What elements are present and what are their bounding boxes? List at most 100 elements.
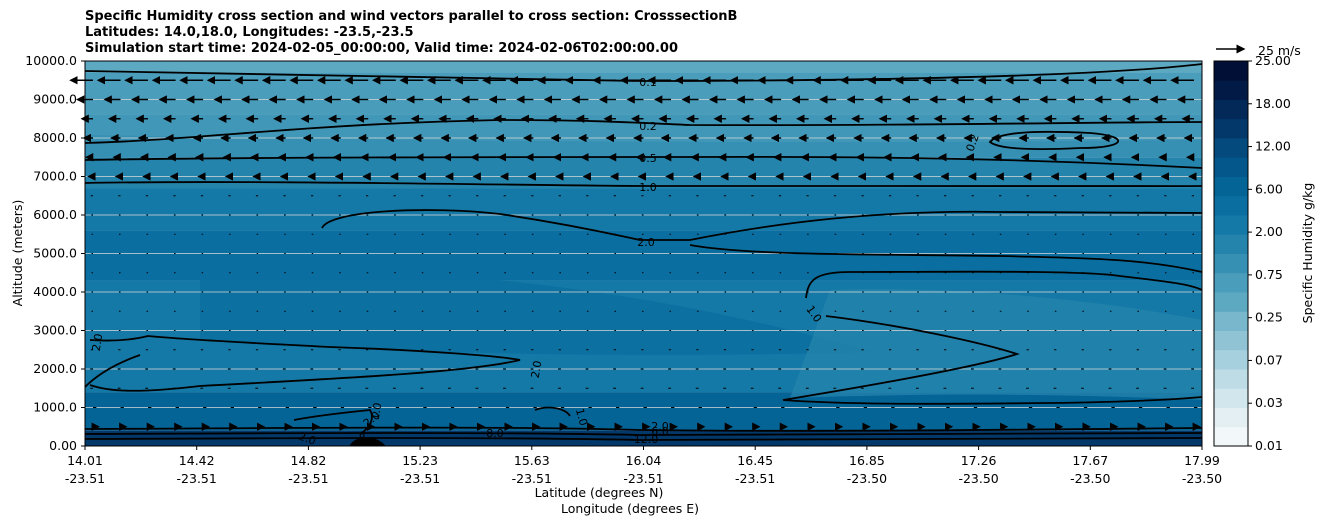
quiver-key-label: 25 m/s	[1258, 43, 1301, 58]
colorbar-swatch-1	[1214, 407, 1248, 428]
x-tick-lat-10: 17.99	[1184, 453, 1220, 468]
colorbar-swatch-5	[1214, 330, 1248, 351]
contour-label-13: 8.0	[486, 427, 504, 440]
colorbar-swatch-2	[1214, 388, 1248, 408]
x-tick-lat-8: 17.26	[961, 453, 997, 468]
colorbar: 0.01 0.03 0.07 0.25 0.75 2.00 6.00 12.00 18.00 25…	[1213, 53, 1291, 453]
contour-label-8: 2.0	[529, 360, 545, 379]
colorbar-swatch-6	[1214, 311, 1248, 331]
y-tick-label-5: 5000.0	[33, 246, 77, 261]
x-tick-lon-0: -23.51	[65, 471, 105, 486]
contour-2.0-upper	[321, 209, 1203, 241]
humidity-upper-layer	[85, 98, 1202, 143]
colorbar-swatch-8	[1214, 272, 1248, 293]
colorbar-swatch-10	[1214, 234, 1248, 254]
colorbar-tick-label-2: 0.07	[1255, 352, 1283, 367]
wind-vector-layer	[69, 76, 1201, 431]
x-tick-lon-5: -23.51	[623, 471, 663, 486]
contour-label-10: 1.0	[573, 407, 590, 427]
x-tick-lon-3: -23.51	[400, 471, 440, 486]
contour-0.2-upper	[84, 119, 1203, 144]
quiver-key: 25 m/s	[1216, 43, 1301, 58]
x-tick-lat-3: 15.23	[402, 453, 438, 468]
contour-2.0-left-small	[84, 354, 141, 388]
y-tick-label-8: 8000.0	[33, 130, 77, 145]
y-tick-label-1: 1000.0	[33, 400, 77, 415]
x-tick-lon-4: -23.51	[512, 471, 552, 486]
x-axis-label-lat: Latitude (degrees N)	[535, 485, 664, 500]
contour-1.0-lower-b	[534, 406, 571, 417]
colorbar-tick-label-1: 0.03	[1255, 395, 1283, 410]
y-tick-label-9: 9000.0	[33, 92, 77, 107]
x-tick-lon-2: -23.51	[288, 471, 328, 486]
x-tick-lat-5: 16.04	[626, 453, 662, 468]
chart-title-line-3: Simulation start time: 2024-02-05_00:00:…	[85, 41, 678, 56]
contour-boundary-2	[84, 432, 1203, 437]
colorbar-tick-label-7: 12.00	[1255, 139, 1291, 154]
humidity-fill-layer	[85, 61, 1202, 446]
contour-label-11: 2.0	[297, 430, 318, 448]
contour-1.0-right	[805, 270, 1203, 299]
x-axis: 14.01 -23.51 14.42 -23.51 14.82 -23.51 15.23 -2…	[65, 446, 1222, 486]
y-tick-label-10: 10000.0	[25, 53, 77, 68]
y-tick-label-7: 7000.0	[33, 169, 77, 184]
contour-label-5: 0.2	[964, 132, 982, 153]
x-tick-lat-0: 14.01	[67, 453, 103, 468]
contour-label-14: 8.0	[356, 431, 377, 449]
colorbar-swatch-15	[1214, 138, 1248, 158]
contour-1.0-right-lower	[782, 315, 1203, 405]
x-tick-lat-2: 14.82	[291, 453, 327, 468]
colorbar-swatch-17	[1214, 99, 1248, 120]
x-tick-lon-6: -23.51	[735, 471, 775, 486]
contour-1.0-upper	[84, 181, 1203, 188]
chart-title-line-1: Specific Humidity cross section and wind…	[85, 9, 738, 24]
humidity-dry-right	[790, 289, 1202, 400]
colorbar-swatch-13	[1214, 176, 1248, 197]
colorbar-swatch-3	[1214, 369, 1248, 389]
x-tick-lon-1: -23.51	[177, 471, 217, 486]
colorbar-tick-label-8: 18.00	[1255, 96, 1291, 111]
x-tick-lat-1: 14.42	[179, 453, 215, 468]
x-tick-lon-9: -23.50	[1070, 471, 1110, 486]
colorbar-label: Specific Humidity g/kg	[1300, 183, 1315, 324]
y-tick-label-0: 0.00	[49, 438, 77, 453]
contour-label-1: 0.2	[639, 120, 657, 133]
x-tick-lon-8: -23.50	[958, 471, 998, 486]
x-axis-label-lon: Longitude (degrees E)	[561, 501, 699, 516]
colorbar-swatch-16	[1214, 118, 1248, 139]
colorbar-swatch-11	[1214, 215, 1248, 235]
colorbar-tick-label-4: 0.75	[1255, 267, 1283, 282]
colorbar-tick-label-0: 0.01	[1255, 438, 1283, 453]
colorbar-swatch-7	[1214, 292, 1248, 312]
contour-0.1	[84, 63, 1203, 82]
colorbar-tick-label-9: 25.00	[1255, 53, 1291, 68]
y-axis: 0.00 1000.0 2000.0 3000.0 4000.0 5000.0 6000.0…	[25, 53, 85, 453]
contour-label-15: 12.0	[634, 433, 659, 446]
x-tick-lat-7: 16.85	[849, 453, 885, 468]
contour-label-16: 2.0	[651, 420, 669, 433]
y-tick-label-6: 6000.0	[33, 207, 77, 222]
colorbar-swatch-0	[1214, 426, 1248, 447]
humidity-band-7	[85, 392, 1202, 431]
x-tick-lon-7: -23.50	[847, 471, 887, 486]
colorbar-swatch-19	[1214, 61, 1248, 81]
x-tick-lon-10: -23.50	[1182, 471, 1222, 486]
contour-2.0-left	[89, 335, 521, 392]
x-tick-lat-9: 17.67	[1072, 453, 1108, 468]
contour-boundary-3	[84, 437, 1203, 441]
contour-label-3: 1.0	[639, 181, 657, 194]
contour-label-9: 1.0	[369, 402, 385, 421]
y-tick-label-2: 2000.0	[33, 361, 77, 376]
colorbar-swatch-14	[1214, 157, 1248, 177]
y-axis-label: Altitude (meters)	[10, 200, 25, 307]
contour-label-0: 0.1	[639, 76, 657, 89]
contour-label-12: 6.0	[651, 425, 669, 438]
x-tick-lat-4: 15.63	[514, 453, 550, 468]
y-tick-label-3: 3000.0	[33, 323, 77, 338]
contour-label-2: 0.5	[639, 152, 657, 165]
y-tick-label-4: 4000.0	[33, 284, 77, 299]
contour-label-4: 2.0	[637, 236, 655, 249]
contour-0.2-closed	[988, 130, 1120, 150]
colorbar-swatch-18	[1214, 80, 1248, 100]
